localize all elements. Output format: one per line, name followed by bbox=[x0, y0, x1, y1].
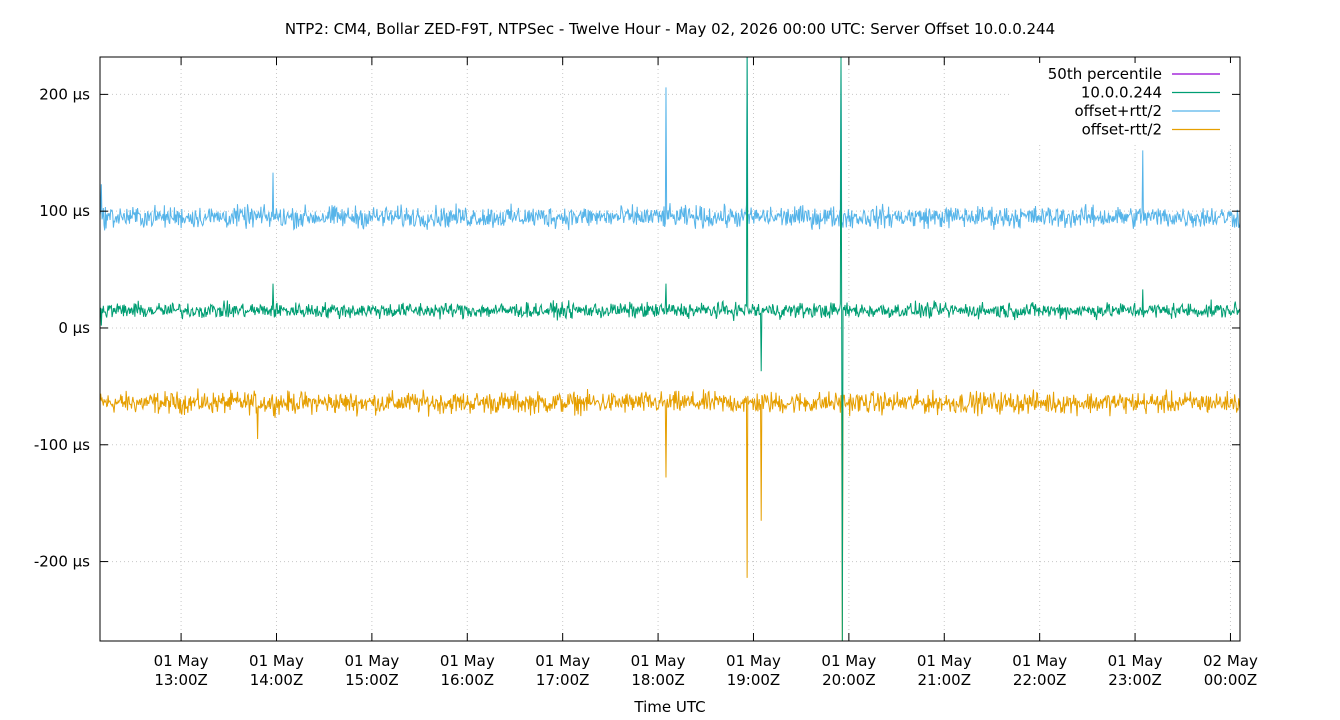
x-tick-label-time: 19:00Z bbox=[727, 671, 781, 689]
x-tick-label-date: 01 May bbox=[631, 652, 686, 670]
x-tick-label-time: 15:00Z bbox=[345, 671, 399, 689]
legend-label: 50th percentile bbox=[1048, 65, 1162, 83]
x-tick-label-time: 13:00Z bbox=[154, 671, 208, 689]
plot-frame bbox=[99, 56, 1241, 642]
x-tick-label-date: 02 May bbox=[1203, 652, 1258, 670]
legend-label: offset-rtt/2 bbox=[1082, 121, 1162, 139]
x-tick-label-date: 01 May bbox=[1012, 652, 1067, 670]
series-layer bbox=[99, 56, 1241, 642]
x-tick-label-time: 21:00Z bbox=[918, 671, 972, 689]
series-line-3 bbox=[99, 388, 1241, 642]
x-tick-label-date: 01 May bbox=[535, 652, 590, 670]
x-tick-label-time: 14:00Z bbox=[250, 671, 304, 689]
series-line-2 bbox=[99, 56, 1241, 231]
y-tick-label: 200 µs bbox=[39, 85, 90, 103]
legend-label: offset+rtt/2 bbox=[1074, 102, 1162, 120]
legend: 50th percentile10.0.0.244offset+rtt/2off… bbox=[1010, 63, 1232, 143]
y-axis: 200 µs 100 µs 0 µs -100 µs -200 µs bbox=[34, 85, 1240, 571]
chart-title: NTP2: CM4, Bollar ZED-F9T, NTPSec - Twel… bbox=[285, 20, 1055, 38]
x-tick-label-date: 01 May bbox=[726, 652, 781, 670]
y-tick-label: -100 µs bbox=[34, 436, 90, 454]
x-tick-label-date: 01 May bbox=[1108, 652, 1163, 670]
grid bbox=[100, 57, 1240, 641]
x-tick-label-time: 22:00Z bbox=[1013, 671, 1067, 689]
x-tick-label-time: 16:00Z bbox=[441, 671, 495, 689]
y-tick-label: -200 µs bbox=[34, 553, 90, 571]
x-tick-label-date: 01 May bbox=[440, 652, 495, 670]
x-tick-label-date: 01 May bbox=[249, 652, 304, 670]
x-tick-label-date: 01 May bbox=[917, 652, 972, 670]
x-tick-label-time: 23:00Z bbox=[1108, 671, 1162, 689]
x-tick-label-time: 20:00Z bbox=[822, 671, 876, 689]
x-tick-label-date: 01 May bbox=[154, 652, 209, 670]
legend-label: 10.0.0.244 bbox=[1081, 84, 1162, 102]
y-tick-label: 100 µs bbox=[39, 202, 90, 220]
x-tick-label-date: 01 May bbox=[344, 652, 399, 670]
x-tick-label-time: 18:00Z bbox=[631, 671, 685, 689]
y-tick-label: 0 µs bbox=[58, 319, 90, 337]
x-axis-label: Time UTC bbox=[633, 698, 705, 716]
x-tick-label-time: 17:00Z bbox=[536, 671, 590, 689]
x-tick-label-date: 01 May bbox=[821, 652, 876, 670]
x-tick-label-time: 00:00Z bbox=[1204, 671, 1258, 689]
series-line-1 bbox=[99, 56, 1241, 642]
